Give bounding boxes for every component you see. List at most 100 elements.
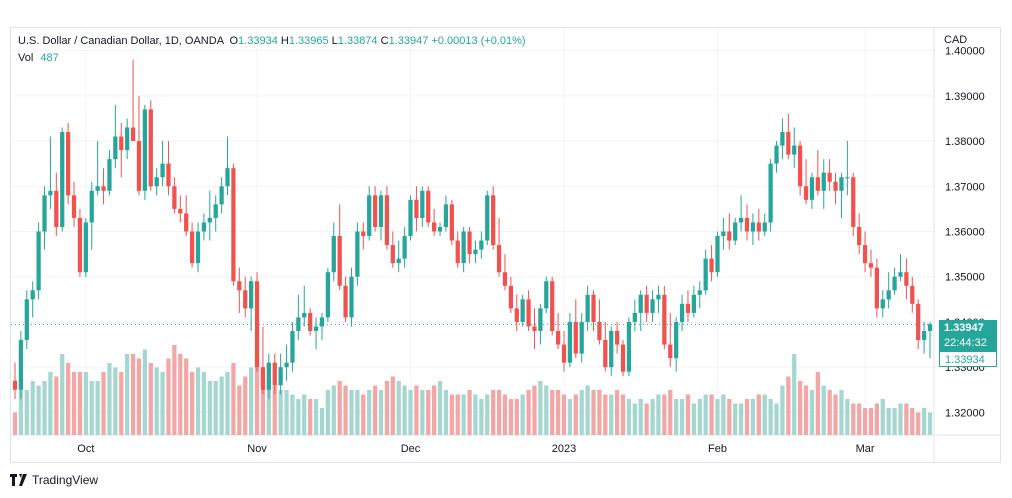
volume-bar [591, 390, 596, 435]
candle-body [48, 190, 53, 196]
candle-body [579, 321, 584, 354]
volume-label: Vol [18, 52, 34, 64]
volume-bar [520, 394, 525, 435]
y-tick-label: 1.35000 [945, 272, 985, 284]
candle-body [874, 267, 879, 309]
candle-body [361, 231, 366, 237]
volume-bar [898, 403, 903, 435]
candle-body [266, 362, 271, 390]
candle-body [420, 190, 425, 218]
candle-body [827, 172, 832, 182]
candle-body [774, 145, 779, 164]
volume-bar [355, 390, 360, 435]
candle-body [544, 281, 549, 309]
volume-bar [561, 394, 567, 435]
currency-label: CAD [944, 34, 968, 46]
y-tick-label: 1.32000 [945, 407, 985, 419]
volume-bar [679, 399, 685, 435]
volume-bar [579, 390, 584, 435]
volume-bar [302, 394, 307, 435]
volume-bar [367, 390, 372, 435]
volume-bar [786, 376, 791, 435]
volume-bar [243, 376, 248, 435]
candle-body [644, 294, 649, 313]
volume-bar [77, 372, 83, 435]
footer-brand[interactable]: TradingView [10, 473, 98, 487]
candle-body [892, 276, 897, 291]
volume-bar [733, 403, 738, 435]
volume-legend: Vol 487 [18, 52, 59, 64]
x-tick-label: Nov [247, 443, 267, 455]
candle-body [656, 294, 661, 300]
candle-body [626, 321, 632, 372]
candle-body [42, 195, 47, 232]
volume-bar [443, 390, 449, 435]
volume-bar [426, 390, 431, 435]
volume-bar [603, 394, 608, 435]
candle-body [733, 222, 738, 241]
volume-bar [119, 372, 124, 435]
candle-body [178, 208, 183, 214]
low-label: L [331, 35, 338, 47]
volume-bar [54, 376, 59, 435]
volume-bar [626, 399, 632, 435]
candle-body [538, 308, 543, 331]
candle-body [561, 344, 567, 363]
high-label: H [280, 35, 289, 47]
candle-body [260, 367, 266, 390]
candle-body [833, 181, 838, 191]
candle-body [821, 172, 826, 191]
volume-bar [904, 403, 909, 435]
candle-body [591, 294, 596, 322]
volume-bar [762, 394, 767, 435]
volume-bar [750, 399, 756, 435]
volume-bar [473, 394, 478, 435]
candle-body [508, 285, 513, 309]
candle-body [868, 263, 874, 268]
candle-body [479, 240, 484, 250]
candle-body [272, 362, 277, 386]
volume-bar [107, 363, 112, 435]
candle-body [526, 299, 531, 327]
volume-bar [485, 394, 490, 435]
volume-bar [927, 412, 933, 435]
candle-body [851, 177, 856, 227]
volume-bar [378, 390, 384, 435]
candle-body [709, 258, 714, 273]
candle-body [727, 231, 732, 241]
volume-bar [496, 390, 502, 435]
volume-bar [526, 390, 531, 435]
candle-body [449, 204, 454, 241]
candles [12, 59, 933, 399]
candle-body [632, 312, 637, 322]
volume-bar [66, 363, 71, 435]
volume-bar [12, 412, 18, 435]
volume-bar [89, 381, 94, 435]
candle-body [284, 362, 289, 368]
candle-body [249, 281, 254, 309]
volume-bar [815, 372, 820, 435]
candle-body [715, 236, 720, 273]
candle-body [195, 231, 201, 264]
volume-bar [402, 385, 407, 435]
candle-body [54, 190, 59, 227]
candle-body [384, 195, 390, 246]
candle-body [219, 186, 224, 205]
volume-bar [372, 385, 378, 435]
candle-body [207, 217, 212, 223]
symbol-label[interactable]: U.S. Dollar / Canadian Dollar, 1D, OANDA [18, 35, 224, 47]
volume-bar [325, 390, 330, 435]
volume-bar [272, 385, 277, 435]
volume-bar [709, 394, 714, 435]
candle-body [130, 127, 136, 142]
candle-body [668, 344, 673, 359]
volume-bar [703, 394, 708, 435]
candle-body [402, 236, 407, 259]
volume-bar [308, 399, 313, 435]
candle-body [780, 132, 785, 146]
volume-bar [195, 367, 201, 435]
volume-bar [184, 358, 189, 435]
candle-body [355, 231, 360, 277]
volume-bar [30, 381, 35, 435]
